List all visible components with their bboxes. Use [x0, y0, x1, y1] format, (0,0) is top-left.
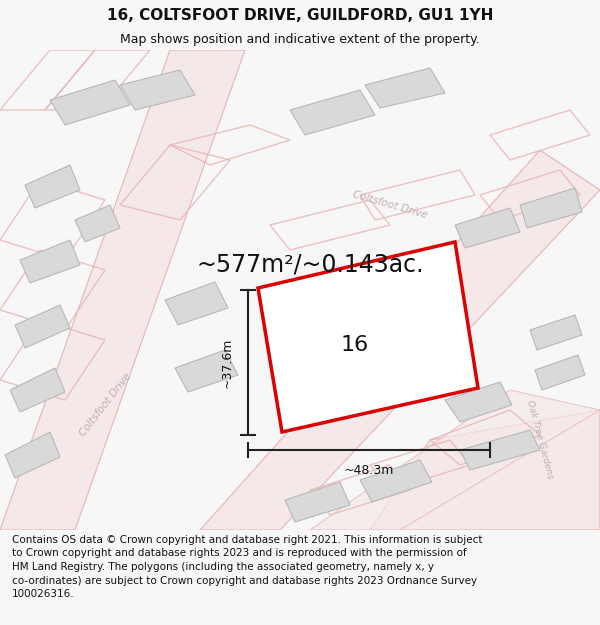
- Text: ~37.6m: ~37.6m: [221, 338, 234, 388]
- Polygon shape: [175, 350, 238, 392]
- Polygon shape: [285, 482, 350, 522]
- Text: ~48.3m: ~48.3m: [344, 464, 394, 477]
- Polygon shape: [530, 315, 582, 350]
- Polygon shape: [5, 432, 60, 478]
- Text: Oak Tree Gardens: Oak Tree Gardens: [525, 399, 555, 481]
- Polygon shape: [535, 355, 585, 390]
- Polygon shape: [455, 208, 520, 248]
- Text: ~577m²/~0.143ac.: ~577m²/~0.143ac.: [196, 253, 424, 277]
- Text: Coltsfoot Drive: Coltsfoot Drive: [352, 189, 428, 221]
- Polygon shape: [290, 90, 375, 135]
- Polygon shape: [75, 205, 120, 242]
- Polygon shape: [370, 410, 600, 530]
- Polygon shape: [10, 368, 65, 412]
- Polygon shape: [258, 242, 478, 432]
- Polygon shape: [120, 70, 195, 110]
- Polygon shape: [0, 50, 245, 530]
- Polygon shape: [165, 282, 228, 325]
- Polygon shape: [520, 188, 582, 228]
- Text: Map shows position and indicative extent of the property.: Map shows position and indicative extent…: [120, 32, 480, 46]
- Polygon shape: [20, 240, 80, 283]
- Polygon shape: [50, 80, 130, 125]
- Text: Coltsfoot Drive: Coltsfoot Drive: [77, 371, 133, 439]
- Polygon shape: [200, 150, 600, 530]
- Text: 16, COLTSFOOT DRIVE, GUILDFORD, GU1 1YH: 16, COLTSFOOT DRIVE, GUILDFORD, GU1 1YH: [107, 8, 493, 22]
- Text: 16: 16: [341, 335, 369, 355]
- Polygon shape: [360, 460, 432, 502]
- Polygon shape: [15, 305, 70, 348]
- Polygon shape: [460, 430, 540, 470]
- Text: Contains OS data © Crown copyright and database right 2021. This information is : Contains OS data © Crown copyright and d…: [12, 535, 482, 599]
- Polygon shape: [365, 68, 445, 108]
- Polygon shape: [310, 390, 600, 530]
- Polygon shape: [445, 382, 512, 422]
- Polygon shape: [25, 165, 80, 208]
